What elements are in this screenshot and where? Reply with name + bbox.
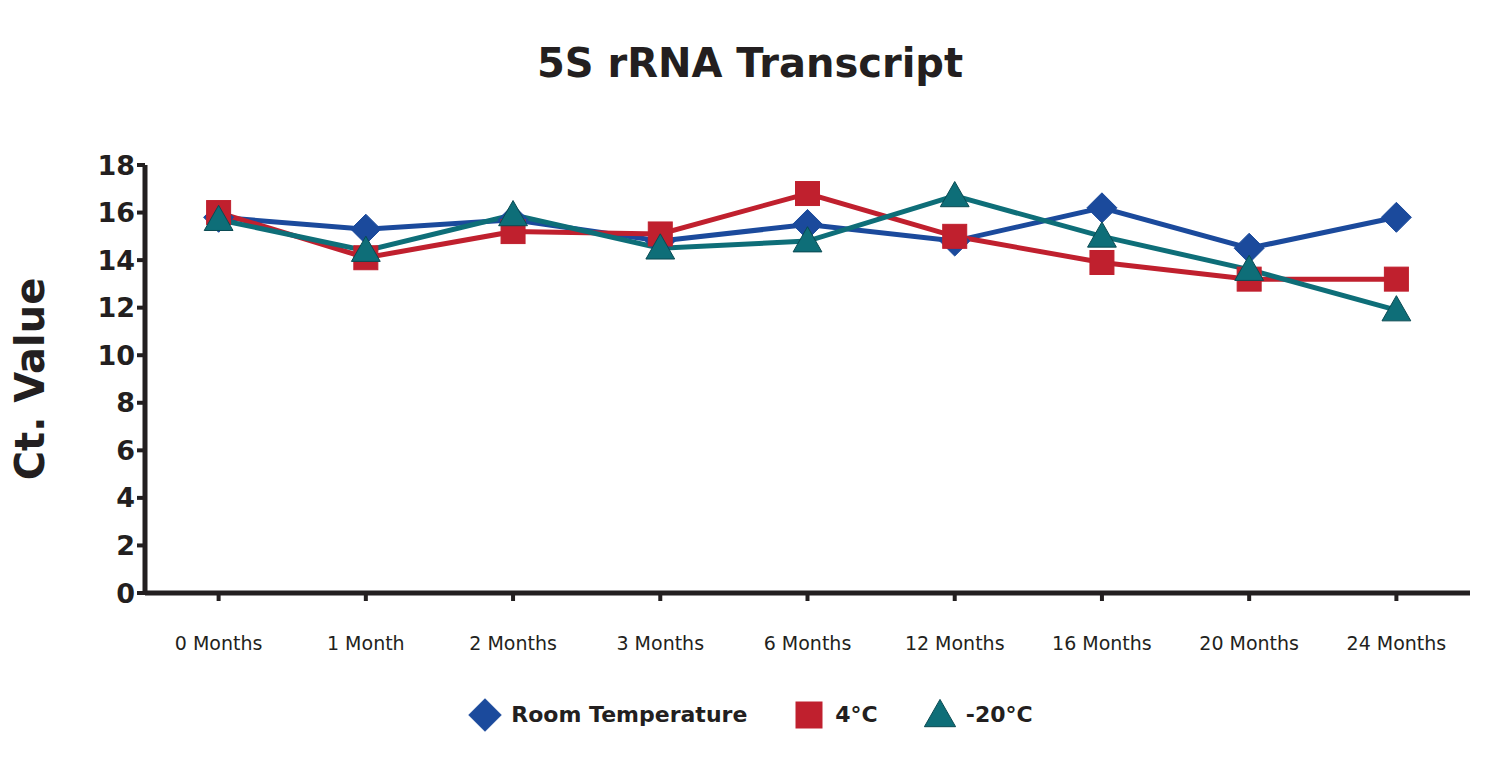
svg-text:20 Months: 20 Months [1199,632,1299,654]
svg-text:6: 6 [116,435,135,466]
html-text:Room Temperature: Room Temperature [511,701,748,727]
svg-text:8: 8 [116,387,135,418]
html-text:4°C: 4°C [835,701,878,727]
svg-text:24 Months: 24 Months [1347,632,1447,654]
svg-text:3 Months: 3 Months [616,632,704,654]
html-text:5S rRNA Transcript: 5S rRNA Transcript [536,40,964,86]
svg-text:12 Months: 12 Months [905,632,1005,654]
svg-text:4: 4 [116,482,135,513]
svg-text:16: 16 [97,197,135,228]
svg-text:6 Months: 6 Months [764,632,852,654]
svg-text:2 Months: 2 Months [469,632,557,654]
html-text:-20°C: -20°C [965,701,1033,727]
svg-text:1 Month: 1 Month [327,632,405,654]
svg-text:18: 18 [97,150,135,181]
svg-text:0 Months: 0 Months [175,632,263,654]
svg-text:Ct. Value: Ct. Value [8,278,53,481]
svg-text:10: 10 [97,340,135,371]
svg-text:0: 0 [116,578,135,609]
svg-text:14: 14 [97,245,135,276]
svg-text:16 Months: 16 Months [1052,632,1152,654]
svg-text:2: 2 [116,530,135,561]
svg-text:12: 12 [97,292,135,323]
